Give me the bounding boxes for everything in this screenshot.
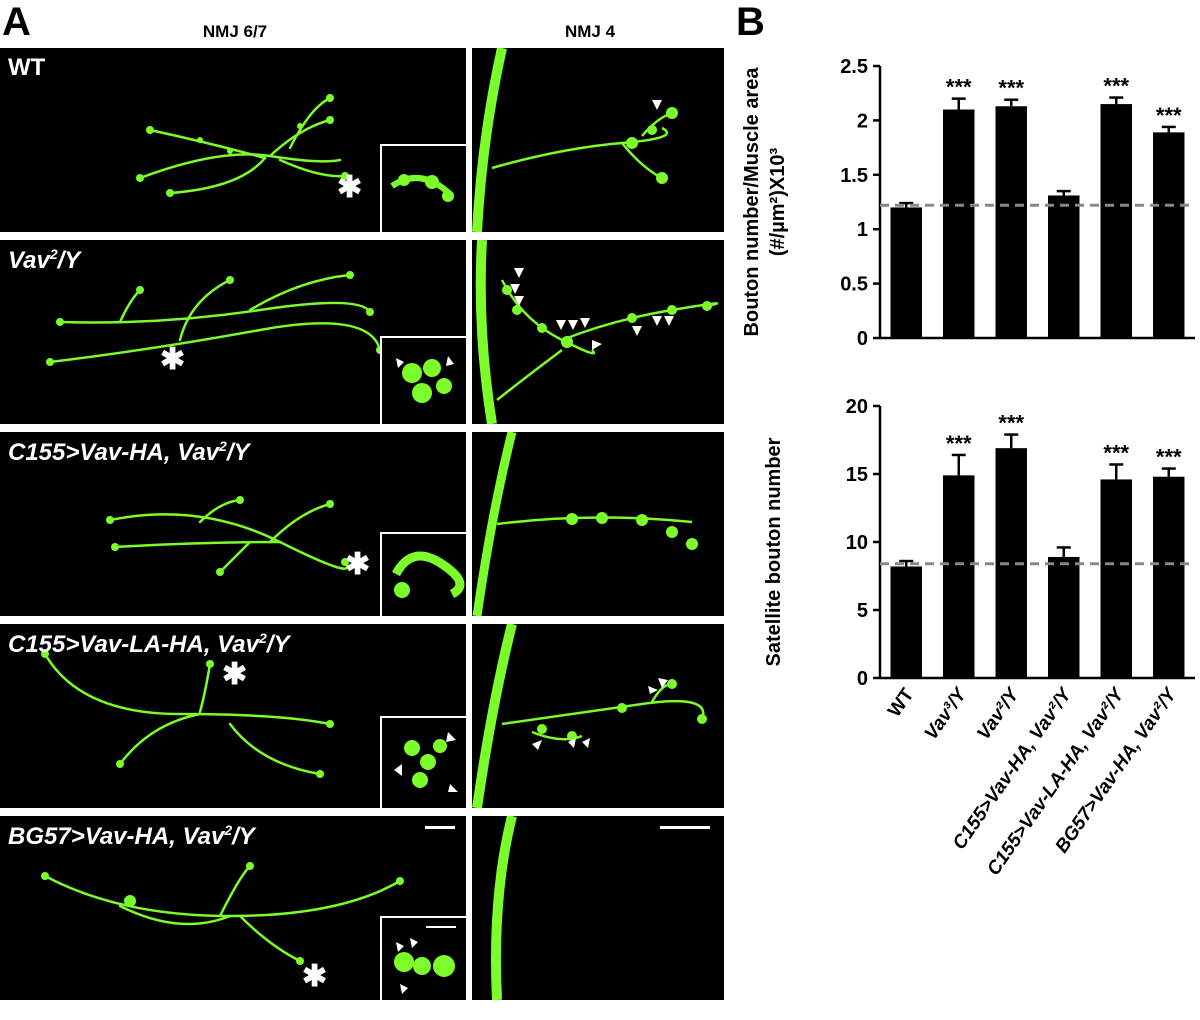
row-label-vav2: Vav2/Y	[8, 246, 81, 274]
bar	[1048, 556, 1080, 678]
micrograph-nmj4-c155-vav-ha	[472, 432, 724, 616]
significance-label: ***	[946, 75, 972, 100]
bar	[1153, 132, 1185, 338]
row-label-wt: WT	[8, 54, 46, 81]
row-label-bg57-vav-ha: BG57>Vav-HA, Vav2/Y	[8, 822, 255, 850]
bar	[943, 109, 975, 339]
significance-label: ***	[998, 411, 1024, 436]
inset-zoom	[380, 916, 466, 1000]
micrograph-nmj4-vav2	[472, 240, 724, 424]
y-axis-unit: (#/µm²)X10³	[767, 148, 789, 257]
scale-bar	[425, 826, 455, 829]
bar	[890, 207, 922, 338]
inset-zoom	[380, 336, 466, 424]
x-category-label: WT	[884, 685, 918, 722]
significance-label: ***	[1156, 103, 1182, 128]
y-tick-label: 5	[857, 600, 868, 622]
significance-label: ***	[1103, 74, 1129, 99]
asterisk-marker: ✱	[337, 171, 363, 204]
micrograph-nmj4-bg57-vav-ha	[472, 816, 724, 1000]
significance-label: ***	[1103, 440, 1129, 465]
micrograph-nmj4-wt	[472, 48, 724, 232]
row-label-c155-vav-la-ha: C155>Vav-LA-HA, Vav2/Y	[8, 630, 290, 658]
y-tick-label: 0	[857, 668, 868, 690]
micrograph-nmj67-bg57-vav-ha: BG57>Vav-HA, Vav2/Y ✱	[0, 816, 466, 1000]
micrograph-nmj67-c155-vav-la-ha: C155>Vav-LA-HA, Vav2/Y ✱	[0, 624, 466, 808]
bar	[1100, 104, 1132, 338]
y-tick-label: 20	[846, 396, 868, 418]
y-tick-label: 15	[846, 464, 868, 486]
y-tick-label: 0	[857, 328, 868, 350]
micrograph-nmj67-vav2: Vav2/Y ✱	[0, 240, 466, 424]
panel-b-letter: B	[736, 0, 765, 44]
row-label-c155-vav-ha: C155>Vav-HA, Vav2/Y	[8, 438, 250, 466]
asterisk-marker: ✱	[345, 548, 371, 581]
nerve-branch-image	[136, 94, 349, 197]
micrograph-nmj67-wt: WT ✱	[0, 48, 466, 232]
inset-zoom	[380, 532, 466, 616]
x-category-label: Vav³/Y	[921, 683, 972, 744]
inset-zoom	[380, 716, 466, 808]
y-tick-label: 1.5	[840, 165, 868, 187]
bar	[1153, 476, 1185, 678]
column-header-nmj67: NMJ 6/7	[202, 22, 268, 41]
y-tick-label: 2.5	[840, 56, 868, 78]
asterisk-marker: ✱	[222, 658, 248, 691]
bar	[1100, 479, 1132, 678]
inset-zoom	[380, 144, 466, 232]
bar	[1048, 195, 1080, 338]
bar	[943, 475, 975, 678]
y-tick-label: 1	[857, 219, 868, 241]
column-header-nmj4: NMJ 4	[564, 22, 616, 41]
y-tick-label: 0.5	[840, 274, 868, 296]
inset-scale-bar	[426, 926, 456, 928]
bar	[995, 106, 1027, 338]
y-axis-title: Bouton number/Muscle area	[741, 67, 763, 337]
panel-b-charts: 0 0.5 1 1.5 2 2.5 *** *** *** *** Bouton number/Mu…	[741, 56, 1195, 880]
asterisk-marker: ✱	[160, 343, 186, 376]
micrograph-nmj67-c155-vav-ha: C155>Vav-HA, Vav2/Y ✱	[0, 432, 466, 616]
asterisk-marker: ✱	[302, 960, 328, 993]
significance-label: ***	[1156, 445, 1182, 470]
micrograph-nmj4-c155-vav-la-ha	[472, 624, 724, 808]
y-tick-label: 10	[846, 532, 868, 554]
significance-label: ***	[998, 76, 1024, 101]
bar	[890, 566, 922, 678]
panel-a-letter: A	[2, 0, 31, 44]
x-category-label: Vav²/Y	[973, 683, 1024, 744]
significance-label: ***	[946, 431, 972, 456]
scale-bar	[660, 826, 710, 829]
y-axis-title: Satellite bouton number	[763, 437, 785, 666]
y-tick-label: 2	[857, 110, 868, 132]
